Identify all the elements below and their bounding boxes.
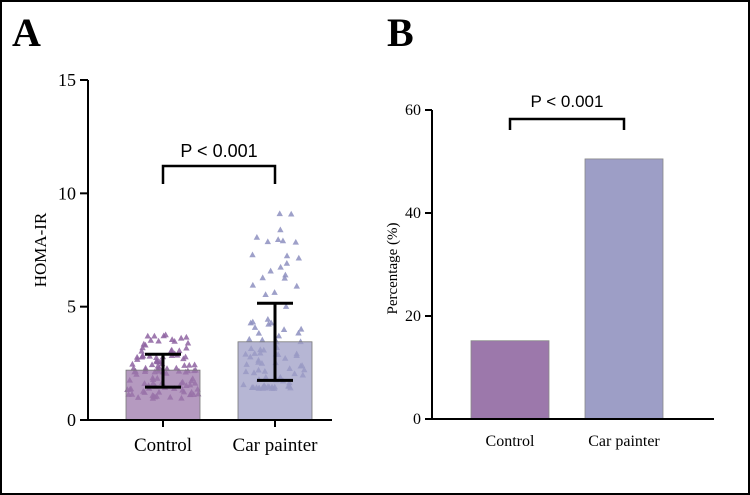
data-point (267, 267, 274, 274)
p-value-label-a: P < 0.001 (180, 141, 257, 161)
data-point (264, 316, 272, 322)
data-point (279, 237, 287, 244)
significance-bracket-b (508, 117, 626, 130)
x-category-label-b: Car painter (588, 433, 660, 450)
data-point (274, 236, 282, 242)
panel-label-a: A (12, 10, 41, 55)
data-point (139, 352, 147, 359)
data-point (255, 329, 263, 336)
data-point (249, 281, 257, 288)
data-point (277, 263, 284, 270)
data-point (142, 341, 149, 348)
panel-label-b: B (387, 10, 414, 55)
data-point (277, 226, 284, 233)
axes-b: 0 20 40 60 Control Car painter (405, 102, 714, 450)
y-tick-label-b: 20 (405, 308, 421, 325)
data-point (177, 334, 185, 341)
data-point (163, 365, 171, 372)
data-point (134, 356, 141, 362)
data-point (293, 282, 300, 289)
p-value-label-b: P < 0.001 (531, 92, 604, 111)
data-point (259, 336, 266, 343)
data-point (144, 332, 151, 339)
data-point (297, 325, 305, 332)
data-point (176, 347, 183, 354)
chart-b: 0 20 40 60 Control Car painter Percentage (%)… (385, 92, 714, 450)
data-point (264, 238, 271, 245)
error-bars-a (145, 301, 293, 389)
y-tick-label-a: 5 (67, 297, 76, 317)
axes-a: 0 5 10 15 Control Car painter (58, 70, 332, 456)
data-point (251, 324, 259, 330)
data-point (181, 362, 188, 368)
data-point (171, 337, 178, 344)
y-tick-label-a: 10 (58, 183, 76, 203)
data-point (156, 364, 163, 371)
x-category-label-a: Car painter (233, 435, 319, 456)
data-point (155, 337, 162, 344)
data-point (184, 339, 192, 346)
data-point (180, 355, 187, 362)
x-category-label-b: Control (486, 433, 535, 450)
data-point (295, 329, 302, 336)
data-point (173, 364, 180, 371)
data-point (138, 347, 145, 354)
data-point (147, 336, 155, 343)
data-point (153, 357, 160, 364)
y-tick-label-a: 0 (67, 410, 76, 430)
bars-b (470, 158, 664, 420)
data-point (247, 319, 254, 326)
data-point (183, 344, 190, 351)
data-point (282, 271, 289, 278)
significance-bracket-a (161, 164, 277, 184)
y-axis-label-b: Percentage (%) (385, 222, 401, 314)
data-point (282, 303, 290, 309)
data-point (246, 335, 253, 342)
data-point (186, 361, 193, 368)
y-axis-label-a: HOMA-IR (31, 212, 50, 287)
data-point (283, 260, 291, 266)
bracket-line-a (161, 164, 277, 184)
data-point (129, 360, 136, 367)
bar-car-painter-b (584, 158, 664, 420)
data-point (280, 326, 288, 332)
data-point (183, 333, 190, 340)
data-point (191, 361, 198, 368)
y-tick-label-b: 0 (413, 411, 421, 428)
data-point (295, 254, 303, 261)
data-point (288, 210, 295, 217)
data-point (160, 332, 167, 339)
data-point (249, 251, 256, 258)
data-point (262, 291, 269, 298)
bracket-line-b (508, 117, 626, 130)
data-point (148, 361, 156, 368)
data-point (271, 289, 278, 295)
data-point (267, 319, 275, 326)
data-point (253, 233, 261, 240)
chart-a: 0 5 10 15 Control Car painter HOMA-IR P < 0.0… (31, 70, 332, 456)
data-point (275, 332, 283, 339)
data-point (283, 252, 291, 259)
y-tick-label-b: 60 (405, 102, 421, 119)
data-point (153, 354, 160, 360)
x-category-label-a: Control (134, 435, 192, 456)
data-point (281, 274, 288, 281)
data-point (292, 238, 299, 245)
y-tick-label-a: 15 (58, 70, 76, 90)
data-point (151, 332, 158, 339)
data-point (259, 274, 266, 281)
y-tick-label-b: 40 (405, 205, 421, 222)
bar-control-b (470, 340, 550, 420)
data-point (130, 365, 137, 371)
data-point (276, 210, 283, 217)
